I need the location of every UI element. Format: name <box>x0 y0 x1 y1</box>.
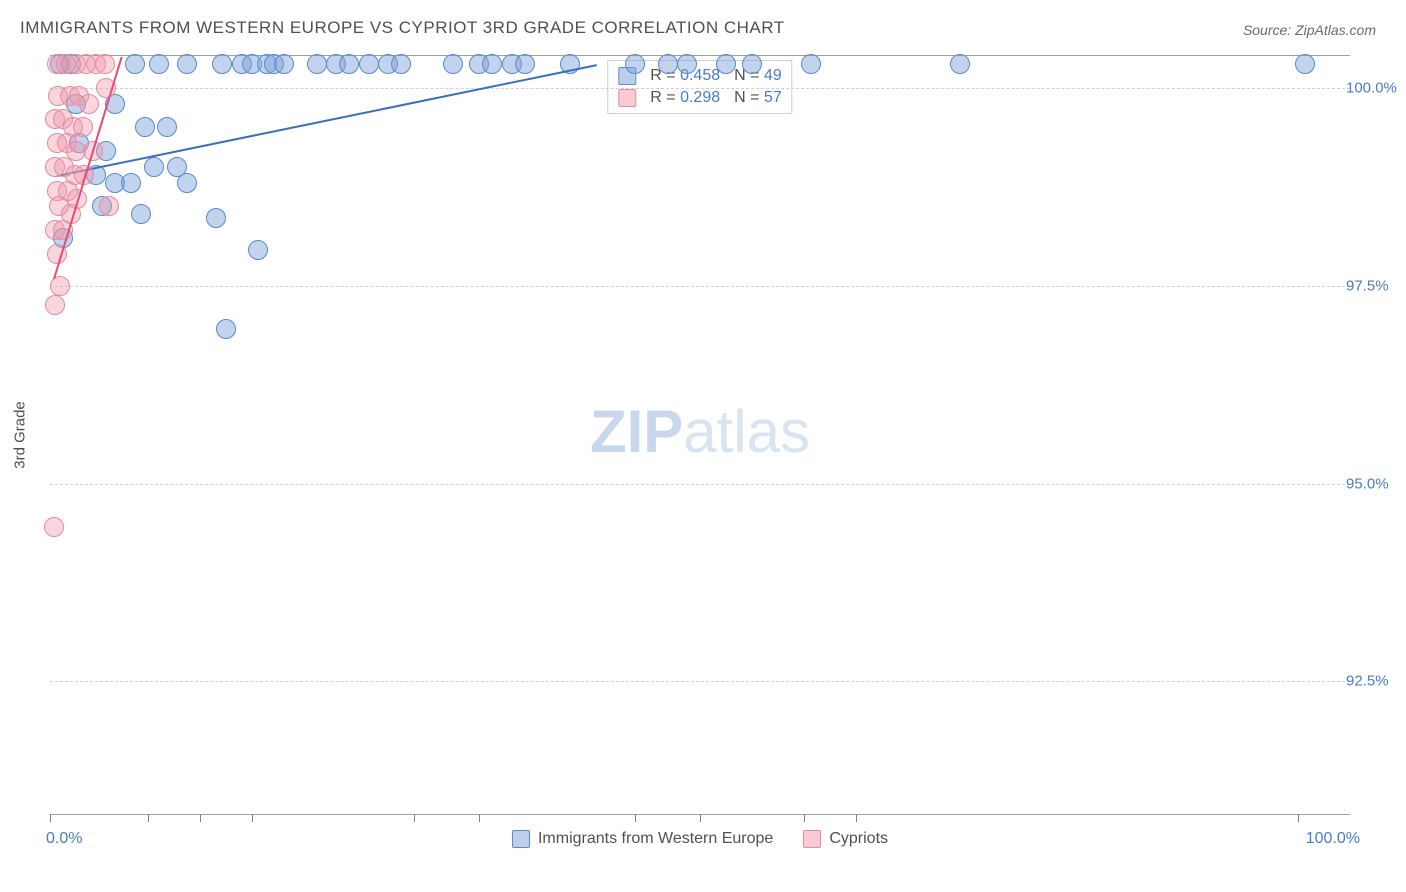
stat-r-b: R = 0.298 <box>650 89 720 107</box>
data-point <box>801 54 821 74</box>
data-point <box>149 54 169 74</box>
data-point <box>177 173 197 193</box>
data-point <box>99 196 119 216</box>
y-axis-title: 3rd Grade <box>12 401 29 469</box>
y-tick-label: 100.0% <box>1346 79 1406 96</box>
x-tick <box>148 814 149 822</box>
stat-n-b: N = 57 <box>734 89 782 107</box>
x-tick <box>856 814 857 822</box>
x-tick <box>635 814 636 822</box>
x-tick <box>50 814 51 822</box>
data-point <box>391 54 411 74</box>
data-point <box>73 117 93 137</box>
x-tick <box>700 814 701 822</box>
data-point <box>177 54 197 74</box>
data-point <box>677 54 697 74</box>
legend-item-b: Cypriots <box>803 830 888 848</box>
data-point <box>515 54 535 74</box>
data-point <box>1295 54 1315 74</box>
x-tick <box>414 814 415 822</box>
data-point <box>658 54 678 74</box>
chart-title: IMMIGRANTS FROM WESTERN EUROPE VS CYPRIO… <box>20 18 785 38</box>
data-point <box>274 54 294 74</box>
data-point <box>742 54 762 74</box>
gridline <box>50 286 1350 287</box>
legend-label-a: Immigrants from Western Europe <box>538 830 773 848</box>
gridline <box>50 681 1350 682</box>
legend-label-b: Cypriots <box>829 830 888 848</box>
plot-area: 3rd Grade ZIPatlas R = 0.458 N = 49 R = … <box>50 55 1350 815</box>
legend: Immigrants from Western Europe Cypriots <box>512 830 888 848</box>
data-point <box>157 117 177 137</box>
data-point <box>79 94 99 114</box>
data-point <box>121 173 141 193</box>
data-point <box>95 54 115 74</box>
gridline <box>50 484 1350 485</box>
data-point <box>339 54 359 74</box>
legend-item-a: Immigrants from Western Europe <box>512 830 773 848</box>
data-point <box>443 54 463 74</box>
x-axis-min-label: 0.0% <box>46 830 82 848</box>
stats-row-b: R = 0.298 N = 57 <box>618 87 781 109</box>
data-point <box>950 54 970 74</box>
data-point <box>125 54 145 74</box>
legend-swatch-a-icon <box>512 830 530 848</box>
data-point <box>359 54 379 74</box>
data-point <box>44 517 64 537</box>
data-point <box>716 54 736 74</box>
data-point <box>206 208 226 228</box>
x-tick <box>200 814 201 822</box>
data-point <box>307 54 327 74</box>
data-point <box>212 54 232 74</box>
swatch-b-icon <box>618 89 636 107</box>
x-tick <box>804 814 805 822</box>
data-point <box>45 295 65 315</box>
x-tick <box>252 814 253 822</box>
x-tick <box>1298 814 1299 822</box>
data-point <box>248 240 268 260</box>
data-point <box>625 54 645 74</box>
legend-swatch-b-icon <box>803 830 821 848</box>
watermark-light: atlas <box>683 398 810 465</box>
gridline <box>50 88 1350 89</box>
watermark-bold: ZIP <box>590 398 683 465</box>
x-axis-max-label: 100.0% <box>1306 830 1360 848</box>
y-tick-label: 97.5% <box>1346 277 1406 294</box>
source-attribution: Source: ZipAtlas.com <box>1243 22 1376 38</box>
chart-container: IMMIGRANTS FROM WESTERN EUROPE VS CYPRIO… <box>0 0 1406 892</box>
data-point <box>144 157 164 177</box>
y-tick-label: 95.0% <box>1346 475 1406 492</box>
y-tick-label: 92.5% <box>1346 673 1406 690</box>
data-point <box>216 319 236 339</box>
data-point <box>135 117 155 137</box>
watermark: ZIPatlas <box>590 397 810 466</box>
data-point <box>482 54 502 74</box>
data-point <box>131 204 151 224</box>
x-tick <box>479 814 480 822</box>
